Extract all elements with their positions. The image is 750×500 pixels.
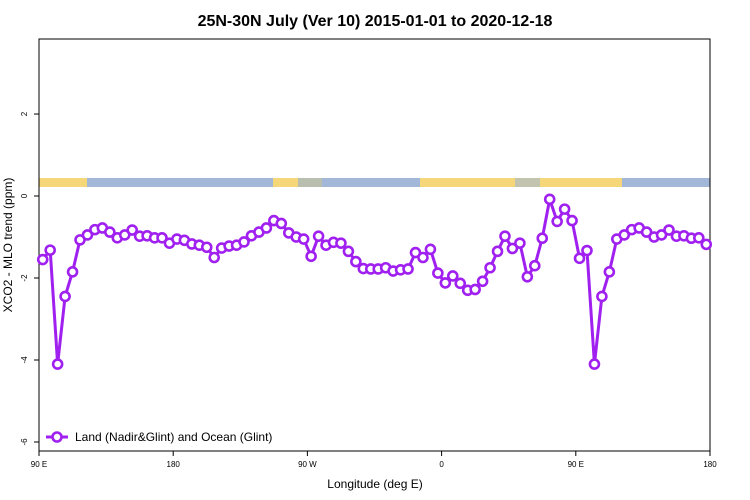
data-point: [312, 230, 325, 242]
data-point: [596, 290, 608, 303]
x-axis-label: Longitude (deg E): [327, 477, 422, 491]
land-band: [420, 178, 515, 187]
ocean-band: [87, 178, 273, 187]
data-point: [335, 237, 347, 249]
data-point: [305, 250, 317, 263]
data-point: [454, 277, 467, 290]
land-ocean-band: [39, 178, 710, 187]
data-point: [402, 263, 414, 275]
data-point: [573, 252, 586, 265]
data-point: [36, 253, 49, 266]
x-tick-label: 90 E: [568, 460, 584, 469]
data-point: [558, 203, 571, 215]
data-point: [439, 277, 452, 289]
data-point: [260, 222, 273, 234]
data-point: [126, 224, 138, 236]
legend-label: Land (Nadir&Glint) and Ocean (Glint): [75, 430, 272, 444]
data-point: [59, 290, 71, 303]
chart-title: 25N-30N July (Ver 10) 2015-01-01 to 2020…: [198, 13, 553, 30]
data-point: [551, 215, 563, 228]
land-band: [273, 178, 298, 187]
data-point: [424, 243, 437, 256]
y-tick-label: 0: [20, 193, 29, 198]
x-tick-label: 180: [703, 460, 717, 469]
y-tick-label: -6: [20, 438, 29, 446]
mixed-band: [515, 178, 540, 187]
ocean-band: [322, 178, 420, 187]
data-point: [603, 266, 616, 278]
data-point: [417, 251, 429, 264]
legend-marker: [51, 431, 63, 443]
data-point: [543, 193, 556, 206]
data-point: [536, 232, 549, 245]
data-point: [581, 244, 593, 257]
x-tick-label: 90 W: [298, 460, 317, 469]
data-point: [700, 238, 713, 251]
data-point: [51, 358, 64, 370]
data-point: [528, 259, 541, 272]
data-point: [693, 232, 705, 244]
data-point: [446, 270, 459, 282]
data-point: [588, 358, 601, 370]
data-point: [350, 255, 362, 268]
y-axis-label: XCO2 - MLO trend (ppm): [1, 178, 15, 313]
data-point: [521, 270, 534, 283]
data-point: [275, 217, 288, 230]
data-point: [66, 266, 79, 278]
data-point: [491, 245, 504, 258]
data-point: [104, 226, 116, 238]
data-point: [342, 245, 355, 258]
x-tick-label: 90 E: [31, 460, 47, 469]
data-point: [663, 224, 675, 236]
data-point: [81, 229, 94, 241]
data-point: [432, 267, 444, 279]
data-point: [506, 242, 519, 255]
data-point: [514, 237, 526, 249]
data-point: [44, 244, 56, 256]
data-point: [297, 233, 310, 245]
mixed-band: [298, 178, 322, 187]
data-point: [566, 214, 578, 227]
y-tick-label: 2: [20, 111, 29, 116]
data-point: [238, 236, 250, 248]
data-point: [208, 251, 221, 264]
data-point: [156, 232, 168, 244]
y-tick-label: -2: [20, 274, 29, 282]
x-tick-label: 180: [167, 460, 181, 469]
land-band: [39, 178, 87, 187]
data-point: [618, 229, 631, 241]
data-point: [499, 230, 511, 242]
ocean-band: [622, 178, 710, 187]
data-point: [484, 261, 496, 274]
land-band: [540, 178, 622, 187]
data-point: [200, 241, 213, 254]
data-point: [469, 283, 481, 296]
x-tick-label: 0: [439, 460, 444, 469]
y-tick-label: -4: [20, 356, 29, 364]
data-point: [476, 275, 489, 288]
